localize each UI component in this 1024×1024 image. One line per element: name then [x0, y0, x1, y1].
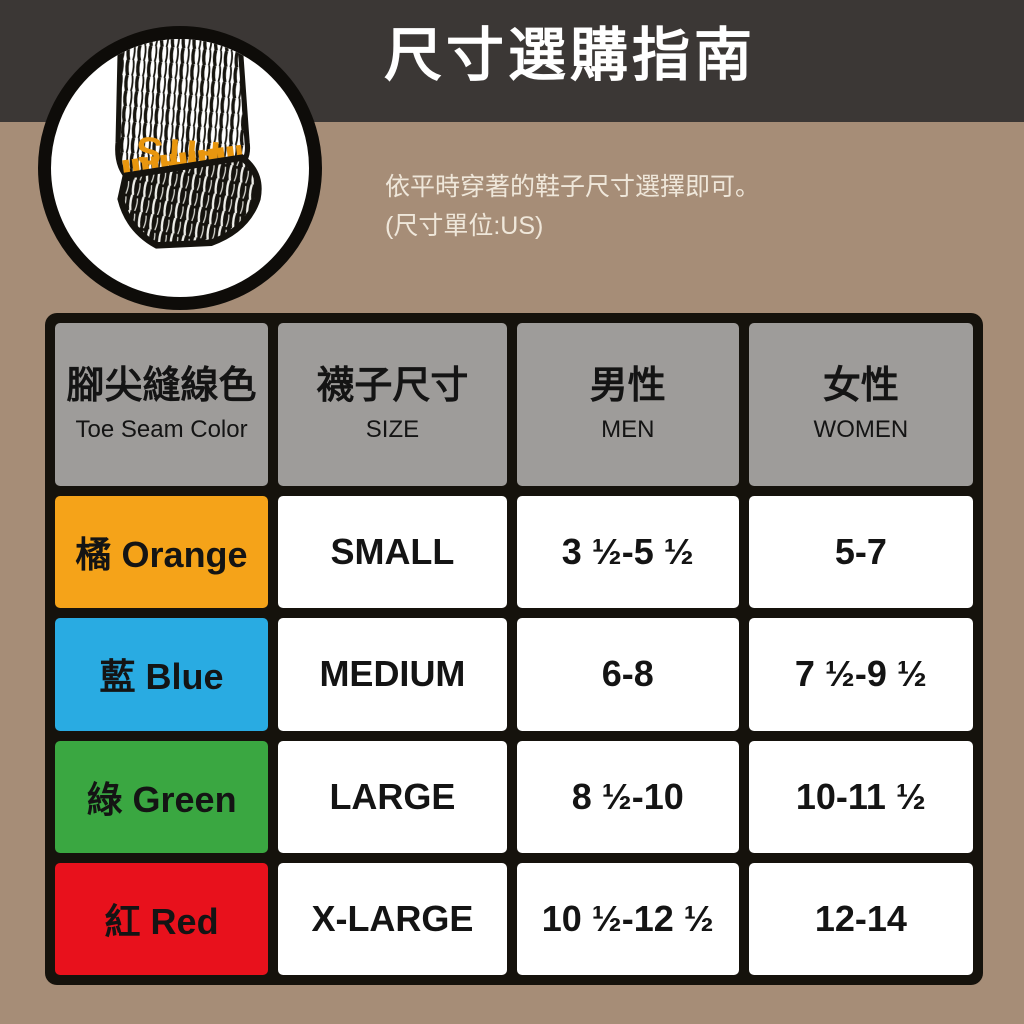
size-cell: X-LARGE [278, 862, 507, 975]
col-header-en: WOMEN [813, 416, 909, 444]
size-cell: MEDIUM [278, 618, 507, 731]
subtitle-line-1: 依平時穿著的鞋子尺寸選擇即可。 [385, 173, 761, 201]
toe-color-swatch-green: 綠 Green [55, 740, 269, 853]
page-title: 尺寸選購指南 [383, 23, 756, 88]
col-header-en: MEN [601, 416, 655, 444]
men-size-cell: 8 ½-10 [516, 740, 739, 853]
sock-drawing-svg: FITS [115, 39, 262, 249]
sock-orange-band [122, 144, 243, 176]
toe-color-swatch-orange: 橘 Orange [55, 496, 269, 609]
sock-toe [117, 154, 262, 249]
men-size-cell: 6-8 [516, 618, 739, 731]
toe-color-swatch-red: 紅 Red [55, 862, 269, 975]
women-size-cell: 5-7 [748, 496, 973, 609]
women-size-cell: 7 ½-9 ½ [748, 618, 973, 731]
toe-color-swatch-blue: 藍 Blue [55, 618, 269, 731]
women-size-cell: 10-11 ½ [748, 740, 973, 853]
subtitle: 依平時穿著的鞋子尺寸選擇即可。 (尺寸單位:US) [385, 168, 760, 246]
men-size-cell: 10 ½-12 ½ [516, 862, 739, 975]
col-header-women: 女性 WOMEN [748, 323, 973, 486]
size-cell: SMALL [278, 496, 507, 609]
col-header-toe-seam-color: 腳尖縫線色 Toe Seam Color [55, 323, 269, 486]
col-header-zh: 男性 [589, 364, 666, 407]
col-header-size: 襪子尺寸 SIZE [278, 323, 507, 486]
col-header-en: Toe Seam Color [75, 416, 248, 444]
col-header-zh: 襪子尺寸 [316, 364, 469, 407]
col-header-men: 男性 MEN [516, 323, 739, 486]
sock-illustration: FITS [38, 26, 322, 310]
subtitle-line-2: (尺寸單位:US) [385, 211, 544, 240]
men-size-cell: 3 ½-5 ½ [516, 496, 739, 609]
women-size-cell: 12-14 [748, 862, 973, 975]
col-header-zh: 女性 [822, 364, 899, 407]
col-header-en: SIZE [365, 416, 420, 444]
size-cell: LARGE [278, 740, 507, 853]
col-header-zh: 腳尖縫線色 [66, 364, 257, 407]
size-table: 腳尖縫線色 Toe Seam Color 襪子尺寸 SIZE 男性 MEN 女性… [45, 313, 983, 985]
